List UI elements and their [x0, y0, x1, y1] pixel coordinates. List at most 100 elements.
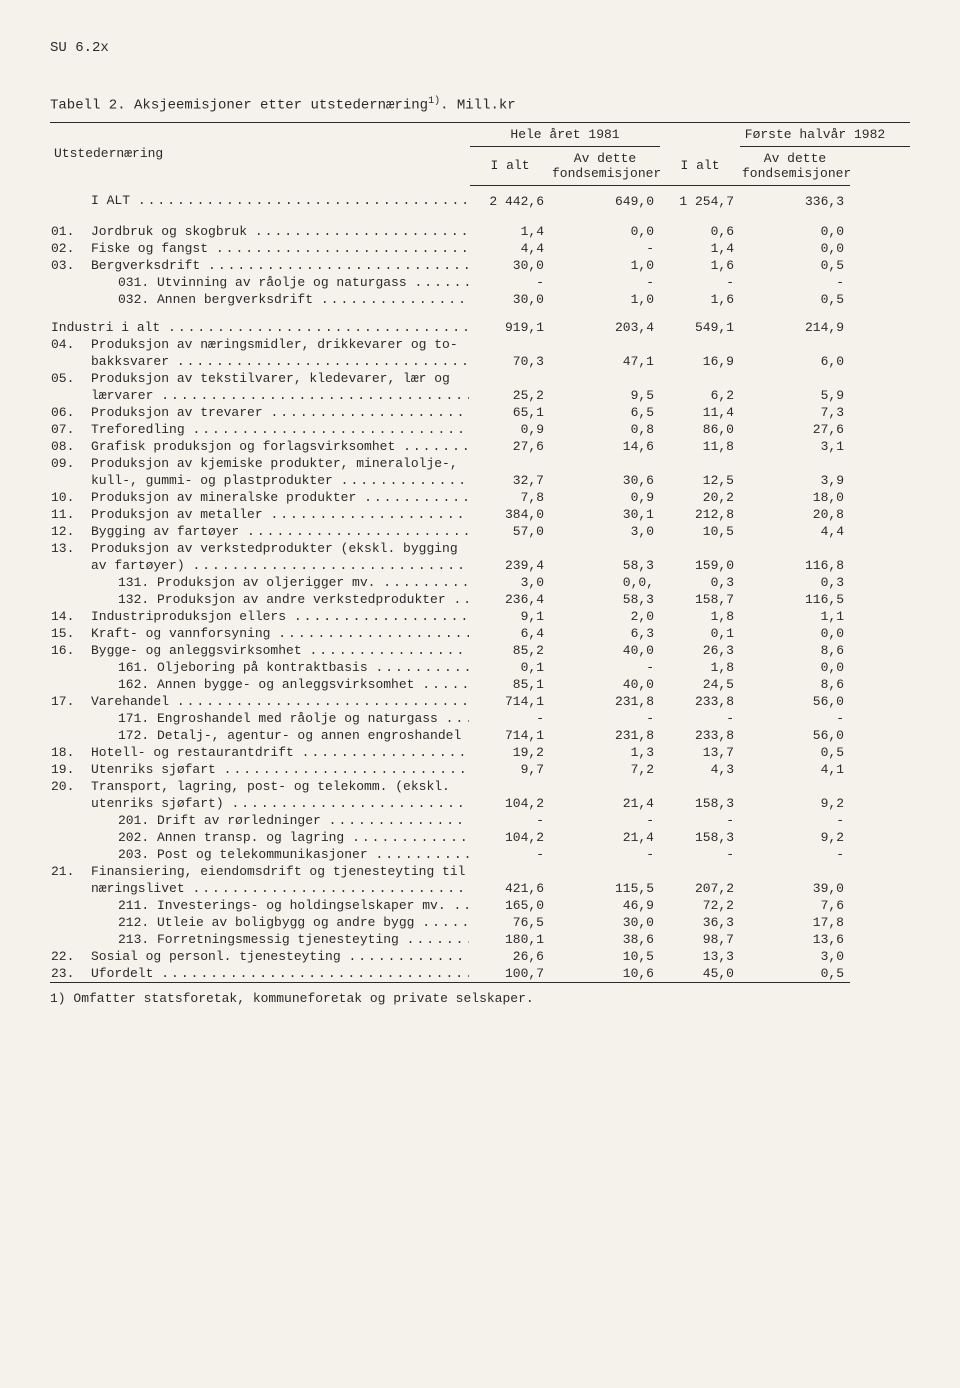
cell-value: 0,0: [740, 240, 850, 257]
cell-value: -: [470, 846, 550, 863]
cell-value: 14,6: [550, 438, 660, 455]
table-row: 212. Utleie av boligbygg og andre bygg 7…: [50, 914, 910, 931]
cell-value: 214,9: [740, 319, 850, 336]
cell-value: 1,4: [470, 223, 550, 240]
cell-value: 158,7: [660, 591, 740, 608]
row-code: 20.: [50, 778, 90, 795]
table-row: 01.Jordbruk og skogbruk 1,40,00,60,0: [50, 223, 910, 240]
header-rowlabel: Utstedernæring: [50, 122, 470, 185]
header-group-2: Første halvår 1982: [730, 122, 900, 146]
cell-value: 6,4: [470, 625, 550, 642]
row-code: [50, 574, 90, 591]
cell-value: 7,8: [470, 489, 550, 506]
cell-value: 165,0: [470, 897, 550, 914]
cell-value: 25,2: [470, 387, 550, 404]
table-row: 213. Forretningsmessig tjenesteyting 180…: [50, 931, 910, 948]
cell-value: 549,1: [660, 319, 740, 336]
row-label: Fiske og fangst: [91, 241, 208, 256]
table-row: 04.Produksjon av næringsmidler, drikkeva…: [50, 336, 910, 353]
title-suffix: . Mill.kr: [440, 98, 516, 114]
row-label: Bygge- og anleggsvirksomhet: [91, 643, 302, 658]
row-label: Industriproduksjon ellers: [91, 609, 286, 624]
row-code: 09.: [50, 455, 90, 472]
cell-value: -: [740, 274, 850, 291]
cell-value: 21,4: [550, 795, 660, 812]
row-code: [50, 931, 90, 948]
table-row: 23.Ufordelt 100,710,645,00,5: [50, 965, 910, 983]
cell-value: 85,2: [470, 642, 550, 659]
table-row: 22.Sosial og personl. tjenesteyting 26,6…: [50, 948, 910, 965]
cell-value: 7,6: [740, 897, 850, 914]
cell-value: 203,4: [550, 319, 660, 336]
cell-value: 8,6: [740, 676, 850, 693]
row-label: 131. Produksjon av oljerigger mv.: [118, 575, 375, 590]
cell-value: 0,0: [740, 659, 850, 676]
table-row: 10.Produksjon av mineralske produkter 7,…: [50, 489, 910, 506]
table-row: 21.Finansiering, eiendomsdrift og tjenes…: [50, 863, 910, 880]
cell-value: 30,0: [470, 257, 550, 274]
cell-value: 70,3: [470, 353, 550, 370]
row-code: [50, 846, 90, 863]
cell-value: 212,8: [660, 506, 740, 523]
table-row: 203. Post og telekommunikasjoner ----: [50, 846, 910, 863]
row-code: 07.: [50, 421, 90, 438]
cell-value: 6,0: [740, 353, 850, 370]
cell-value: 24,5: [660, 676, 740, 693]
row-label: 132. Produksjon av andre verkstedprodukt…: [118, 592, 446, 607]
table-row: 06.Produksjon av trevarer 65,16,511,47,3: [50, 404, 910, 421]
cell-value: -: [660, 846, 740, 863]
row-label: Transport, lagring, post- og telekomm. (…: [91, 779, 450, 794]
row-label: 203. Post og telekommunikasjoner: [118, 847, 368, 862]
cell-value: 1,8: [660, 659, 740, 676]
table-row: 171. Engroshandel med råolje og naturgas…: [50, 710, 910, 727]
row-label: 211. Investerings- og holdingselskaper m…: [118, 898, 446, 913]
row-code: 18.: [50, 744, 90, 761]
cell-value: 56,0: [740, 693, 850, 710]
cell-value: 0,3: [660, 574, 740, 591]
total-v1: 649,0: [550, 185, 660, 210]
cell-value: 0,0,: [550, 574, 660, 591]
cell-value: 36,3: [660, 914, 740, 931]
cell-value: 1,0: [550, 291, 660, 308]
cell-value: 58,3: [550, 591, 660, 608]
cell-value: 104,2: [470, 795, 550, 812]
cell-value: 40,0: [550, 676, 660, 693]
cell-value: 115,5: [550, 880, 660, 897]
row-label: Produksjon av næringsmidler, drikkevarer…: [91, 337, 458, 352]
table-row: 12.Bygging av fartøyer 57,03,010,54,4: [50, 523, 910, 540]
cell-value: 6,5: [550, 404, 660, 421]
total-v0: 2 442,6: [470, 185, 550, 210]
cell-value: 32,7: [470, 472, 550, 489]
row-label: Utenriks sjøfart: [91, 762, 216, 777]
cell-value: 39,0: [740, 880, 850, 897]
cell-value: -: [740, 812, 850, 829]
cell-value: 0,5: [740, 965, 850, 983]
table-row: 09.Produksjon av kjemiske produkter, min…: [50, 455, 910, 472]
cell-value: -: [550, 274, 660, 291]
total-v3: 336,3: [740, 185, 850, 210]
document-id: SU 6.2x: [50, 40, 910, 56]
table-row: Industri i alt 919,1203,4549,1214,9: [50, 319, 910, 336]
table-body: I ALT 2 442,6 649,0 1 254,7 336,3 01.Jor…: [50, 185, 910, 982]
cell-value: -: [740, 846, 850, 863]
table-row: 14.Industriproduksjon ellers 9,12,01,81,…: [50, 608, 910, 625]
table-row: 172. Detalj-, agentur- og annen engrosha…: [50, 727, 910, 744]
cell-value: 8,6: [740, 642, 850, 659]
row-label: 201. Drift av rørledninger: [118, 813, 321, 828]
cell-value: 9,1: [470, 608, 550, 625]
cell-value: -: [470, 274, 550, 291]
row-label: Sosial og personl. tjenesteyting: [91, 949, 341, 964]
cell-value: 85,1: [470, 676, 550, 693]
cell-value: -: [470, 710, 550, 727]
row-label: Produksjon av tekstilvarer, kledevarer, …: [91, 371, 450, 386]
cell-value: 9,7: [470, 761, 550, 778]
row-code: 08.: [50, 438, 90, 455]
header-col-4-l2: fondsemisjoner: [742, 166, 851, 181]
row-code: [50, 829, 90, 846]
row-label: bakksvarer: [91, 354, 169, 369]
cell-value: 421,6: [470, 880, 550, 897]
cell-value: 46,9: [550, 897, 660, 914]
cell-value: 19,2: [470, 744, 550, 761]
total-row: I ALT 2 442,6 649,0 1 254,7 336,3: [50, 185, 910, 210]
cell-value: 3,9: [740, 472, 850, 489]
